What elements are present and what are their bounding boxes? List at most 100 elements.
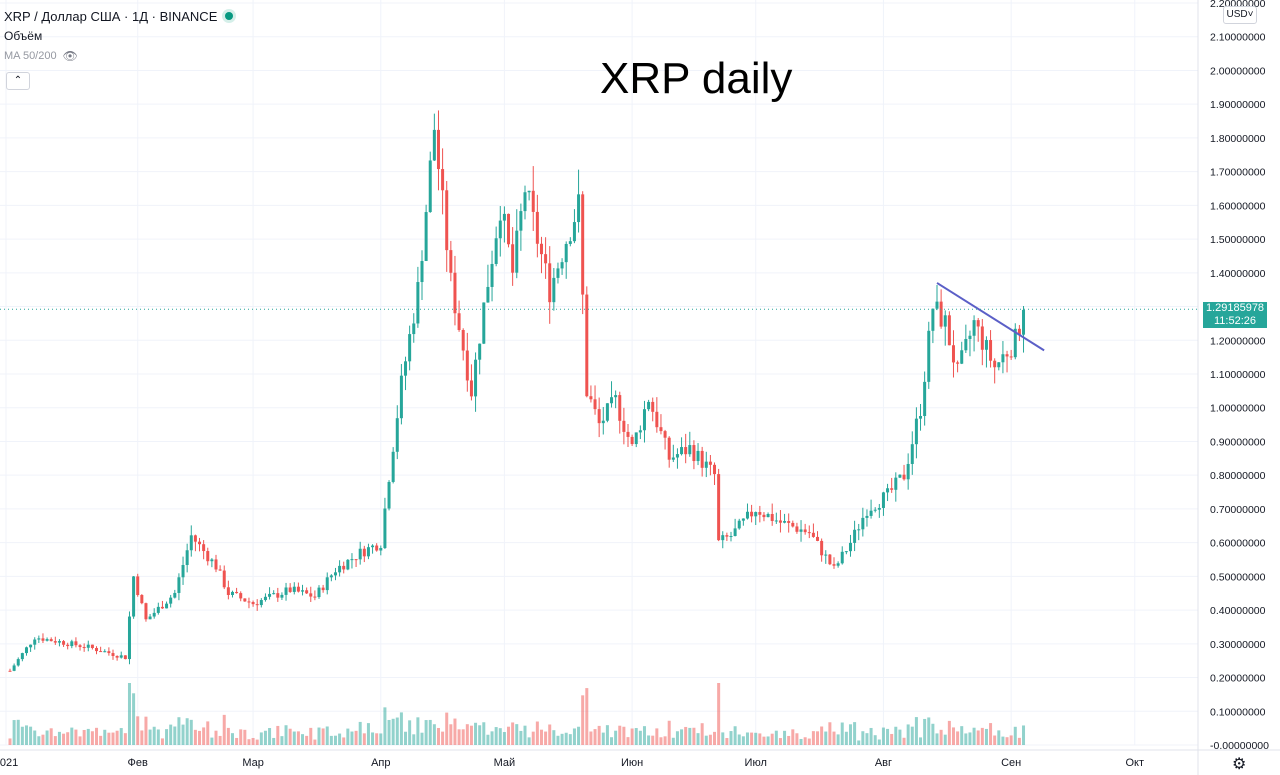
volume-bar (630, 728, 634, 745)
volume-bar (416, 717, 420, 745)
volume-bar (313, 739, 317, 745)
candle-body (115, 655, 119, 658)
volume-bar (173, 726, 177, 745)
volume-bar (548, 724, 552, 745)
settings-gear-icon[interactable]: ⚙ (1232, 756, 1247, 773)
volume-bar (498, 728, 502, 745)
volume-bar (989, 723, 993, 745)
y-tick-label: 1.70000000 (1210, 167, 1266, 179)
candle-body (296, 586, 300, 592)
volume-bar (453, 718, 457, 745)
candle-body (770, 514, 774, 522)
volume-bar (272, 737, 276, 745)
volume-bar (766, 736, 770, 745)
volume-bar (1017, 737, 1021, 745)
volume-bar (704, 735, 708, 745)
y-tick-label: 0.30000000 (1210, 639, 1266, 651)
candle-body (486, 286, 490, 303)
candle-body (189, 535, 193, 551)
candle-body (1022, 309, 1026, 335)
volume-bar (1013, 726, 1017, 745)
candle-body (362, 548, 366, 557)
candle-body (74, 641, 78, 646)
candle-body (210, 559, 214, 562)
candle-body (572, 222, 576, 242)
volume-bar (655, 728, 659, 745)
y-tick-label: 1.60000000 (1210, 200, 1266, 212)
candle-body (774, 520, 778, 522)
volume-bar (123, 733, 127, 745)
y-tick-label: 1.50000000 (1210, 234, 1266, 246)
volume-bar (853, 722, 857, 745)
volume-bar (560, 733, 564, 745)
candle-body (461, 330, 465, 351)
ma-indicator-label[interactable]: MA 50/200 (4, 50, 57, 62)
volume-bar (585, 688, 589, 745)
candle-body (33, 639, 37, 645)
candle-body (828, 554, 832, 565)
volume-bar (758, 733, 762, 745)
candle-body (350, 559, 354, 561)
trendline[interactable] (936, 282, 1045, 352)
volume-bar (474, 722, 478, 745)
candle-body (457, 313, 461, 331)
candle-body (490, 263, 494, 287)
candle-body (107, 651, 111, 654)
candle-body (820, 540, 824, 556)
collapse-legend-button[interactable]: ⌃ (6, 72, 30, 90)
candle-body (99, 651, 103, 653)
candle-body (371, 545, 375, 548)
currency-selector[interactable]: USD˅ (1223, 6, 1257, 24)
candle-body (1005, 354, 1009, 357)
candle-body (898, 474, 902, 478)
volume-bar (881, 727, 885, 745)
volume-indicator-label[interactable]: Объём (4, 29, 43, 43)
candle-body (919, 416, 923, 419)
candle-body (989, 340, 993, 361)
volume-bar (708, 734, 712, 745)
candle-body (626, 431, 630, 437)
volume-bar (230, 733, 234, 745)
candle-body (383, 508, 387, 549)
volume-bar (1001, 736, 1005, 745)
volume-bar (321, 728, 325, 745)
candle-body (502, 213, 506, 221)
symbol-title[interactable]: XRP / Доллар США · 1Д · BINANCE (4, 8, 218, 24)
volume-bar (461, 729, 465, 745)
visibility-hidden-icon[interactable]: 👁 (62, 49, 78, 63)
candle-body (420, 261, 424, 283)
candle-body (395, 418, 399, 452)
volume-bar (49, 728, 53, 745)
candle-body (358, 548, 362, 560)
volume-bar (597, 725, 601, 745)
candle-body (721, 535, 725, 541)
volume-bar (383, 707, 387, 745)
candle-body (803, 529, 807, 533)
volume-bar (20, 726, 24, 745)
candle-body (984, 340, 988, 350)
y-tick-label: 0.60000000 (1210, 538, 1266, 550)
volume-bar (523, 725, 527, 745)
volume-bar (848, 724, 852, 745)
candle-body (103, 651, 107, 653)
candle-body (379, 548, 383, 551)
candle-body (45, 639, 49, 641)
volume-bar (519, 730, 523, 745)
candle-body (432, 129, 436, 161)
candle-body (601, 420, 605, 424)
candle-body (766, 514, 770, 518)
volume-bar (906, 724, 910, 745)
volume-bar (16, 719, 20, 745)
candle-body (284, 587, 288, 595)
candle-body (605, 403, 609, 421)
volume-bar (552, 730, 556, 745)
candle-body (816, 536, 820, 541)
candle-body (906, 463, 910, 480)
trendline-segment[interactable] (936, 282, 1045, 352)
candle-body (968, 335, 972, 339)
volume-bar (898, 729, 902, 745)
candle-body (717, 474, 721, 541)
volume-bar (976, 730, 980, 745)
candle-body (745, 511, 749, 519)
